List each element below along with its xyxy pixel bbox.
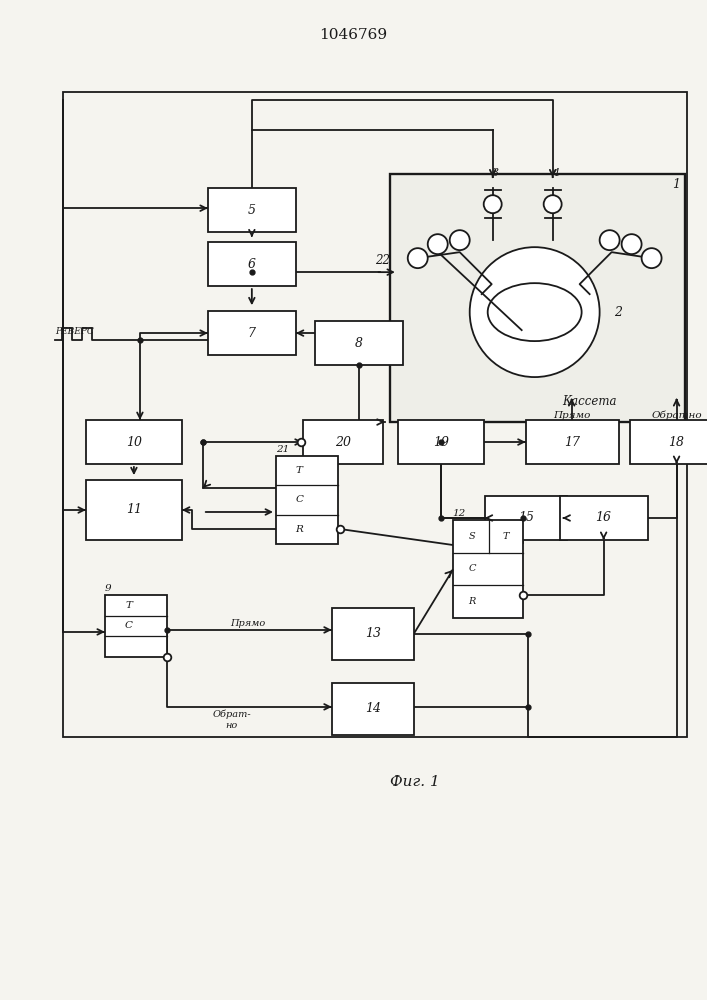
Bar bbox=[332, 608, 414, 660]
Text: 9: 9 bbox=[105, 584, 112, 593]
Bar bbox=[105, 595, 167, 657]
Text: Кассета: Кассета bbox=[562, 395, 617, 408]
Circle shape bbox=[621, 234, 641, 254]
Circle shape bbox=[450, 230, 469, 250]
Text: Фиг. 1: Фиг. 1 bbox=[390, 775, 440, 789]
Text: 8: 8 bbox=[355, 337, 363, 350]
Bar bbox=[303, 420, 382, 464]
Bar bbox=[485, 496, 566, 540]
Text: Обрат-
но: Обрат- но bbox=[213, 710, 251, 730]
Text: C: C bbox=[296, 495, 303, 504]
Circle shape bbox=[428, 234, 448, 254]
Text: R: R bbox=[296, 525, 303, 534]
Circle shape bbox=[544, 195, 561, 213]
Bar bbox=[276, 456, 338, 544]
Circle shape bbox=[408, 248, 428, 268]
Text: S: S bbox=[469, 532, 476, 541]
Bar bbox=[86, 420, 182, 464]
Bar bbox=[560, 496, 648, 540]
Text: 11: 11 bbox=[126, 503, 142, 516]
Bar bbox=[315, 321, 403, 365]
Bar bbox=[630, 420, 707, 464]
Text: T: T bbox=[503, 532, 509, 541]
Bar bbox=[63, 92, 686, 737]
Text: 22: 22 bbox=[375, 254, 390, 267]
Text: 13: 13 bbox=[365, 627, 381, 640]
Circle shape bbox=[484, 195, 502, 213]
Text: 3: 3 bbox=[492, 168, 499, 178]
Ellipse shape bbox=[488, 283, 582, 341]
Text: Прямо: Прямо bbox=[553, 411, 590, 420]
Bar bbox=[208, 188, 296, 232]
Text: РЕВЕРС: РЕВЕРС bbox=[55, 327, 94, 336]
Text: C: C bbox=[469, 564, 476, 573]
Circle shape bbox=[600, 230, 619, 250]
Text: Обратно: Обратно bbox=[651, 411, 702, 420]
Text: 10: 10 bbox=[126, 436, 142, 449]
Text: C: C bbox=[124, 621, 132, 630]
Text: 5: 5 bbox=[248, 204, 256, 217]
Text: 12: 12 bbox=[452, 509, 466, 518]
Bar bbox=[208, 311, 296, 355]
Text: 1: 1 bbox=[672, 178, 681, 191]
Text: 1046769: 1046769 bbox=[319, 28, 387, 42]
Text: 14: 14 bbox=[365, 702, 381, 715]
Text: T: T bbox=[125, 601, 132, 610]
Text: 6: 6 bbox=[248, 258, 256, 271]
Text: 7: 7 bbox=[248, 327, 256, 340]
Bar bbox=[398, 420, 484, 464]
Text: Прямо: Прямо bbox=[230, 619, 265, 628]
Text: 18: 18 bbox=[668, 436, 684, 449]
Bar bbox=[452, 520, 522, 618]
Text: 17: 17 bbox=[564, 436, 580, 449]
Bar bbox=[332, 683, 414, 735]
Text: T: T bbox=[296, 466, 303, 475]
Text: 16: 16 bbox=[595, 511, 612, 524]
Bar bbox=[526, 420, 619, 464]
Text: 20: 20 bbox=[335, 436, 351, 449]
Circle shape bbox=[641, 248, 662, 268]
Text: 15: 15 bbox=[518, 511, 534, 524]
Bar bbox=[390, 174, 684, 422]
Text: 21: 21 bbox=[276, 445, 289, 454]
Text: R: R bbox=[469, 597, 476, 606]
Text: 2: 2 bbox=[614, 306, 621, 319]
Text: 4: 4 bbox=[552, 168, 559, 178]
Bar bbox=[208, 242, 296, 286]
Circle shape bbox=[469, 247, 600, 377]
Text: 19: 19 bbox=[433, 436, 449, 449]
Bar bbox=[86, 480, 182, 540]
